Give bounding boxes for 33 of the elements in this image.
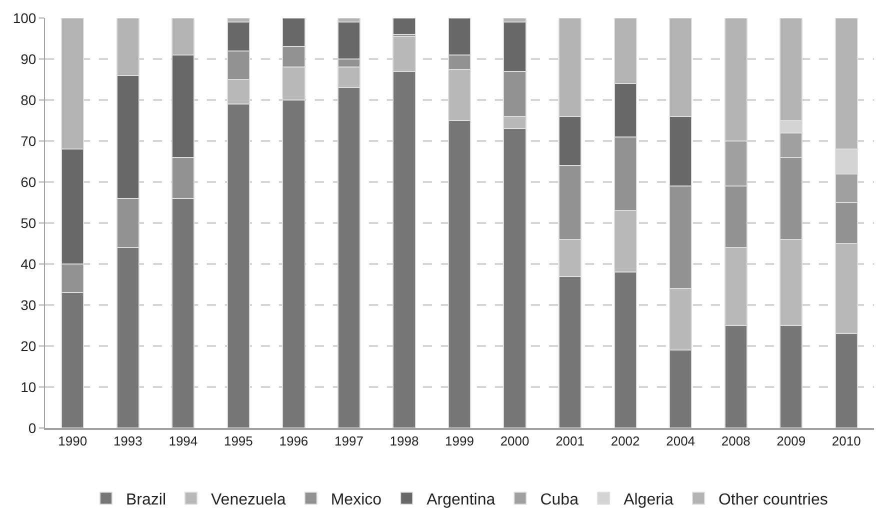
x-tick-label: 1999	[445, 434, 474, 449]
x-tick-label: 1993	[113, 434, 142, 449]
y-tick-label: 60	[20, 174, 36, 190]
x-tick-label: 1996	[279, 434, 308, 449]
y-tick-label: 100	[12, 10, 36, 26]
x-tick-label: 2000	[500, 434, 530, 449]
x-tick-label: 1990	[58, 434, 88, 449]
y-tick-label: 30	[20, 296, 36, 313]
y-tick-label: 0	[28, 420, 36, 436]
y-tick-label: 50	[20, 214, 36, 231]
y-tick-label: 10	[20, 378, 36, 395]
legend-label: Argentina	[426, 491, 496, 508]
legend-label: Venezuela	[211, 491, 286, 508]
x-tick-label: 1994	[168, 434, 198, 449]
x-tick-label: 2009	[776, 434, 806, 449]
x-tick-label: 2004	[666, 434, 696, 449]
y-tick-label: 40	[20, 256, 36, 272]
y-tick-label: 20	[20, 338, 36, 354]
x-tick-label: 1997	[334, 434, 364, 449]
y-tick-label: 70	[20, 132, 36, 149]
legend-label: Mexico	[330, 491, 382, 508]
x-tick-label: 2010	[832, 434, 861, 449]
x-tick-label: 1998	[390, 434, 419, 449]
legend-label: Other countries	[718, 491, 828, 508]
x-tick-label: 2001	[556, 434, 584, 449]
y-tick-label: 90	[20, 50, 36, 67]
x-tick-label: 2008	[721, 434, 750, 449]
legend-label: Cuba	[540, 491, 579, 508]
legend-label: Algeria	[624, 491, 674, 508]
y-tick-label: 80	[20, 92, 36, 108]
x-tick-label: 1995	[224, 434, 253, 449]
x-tick-label: 2002	[610, 434, 640, 449]
legend-label: Brazil	[126, 491, 166, 508]
